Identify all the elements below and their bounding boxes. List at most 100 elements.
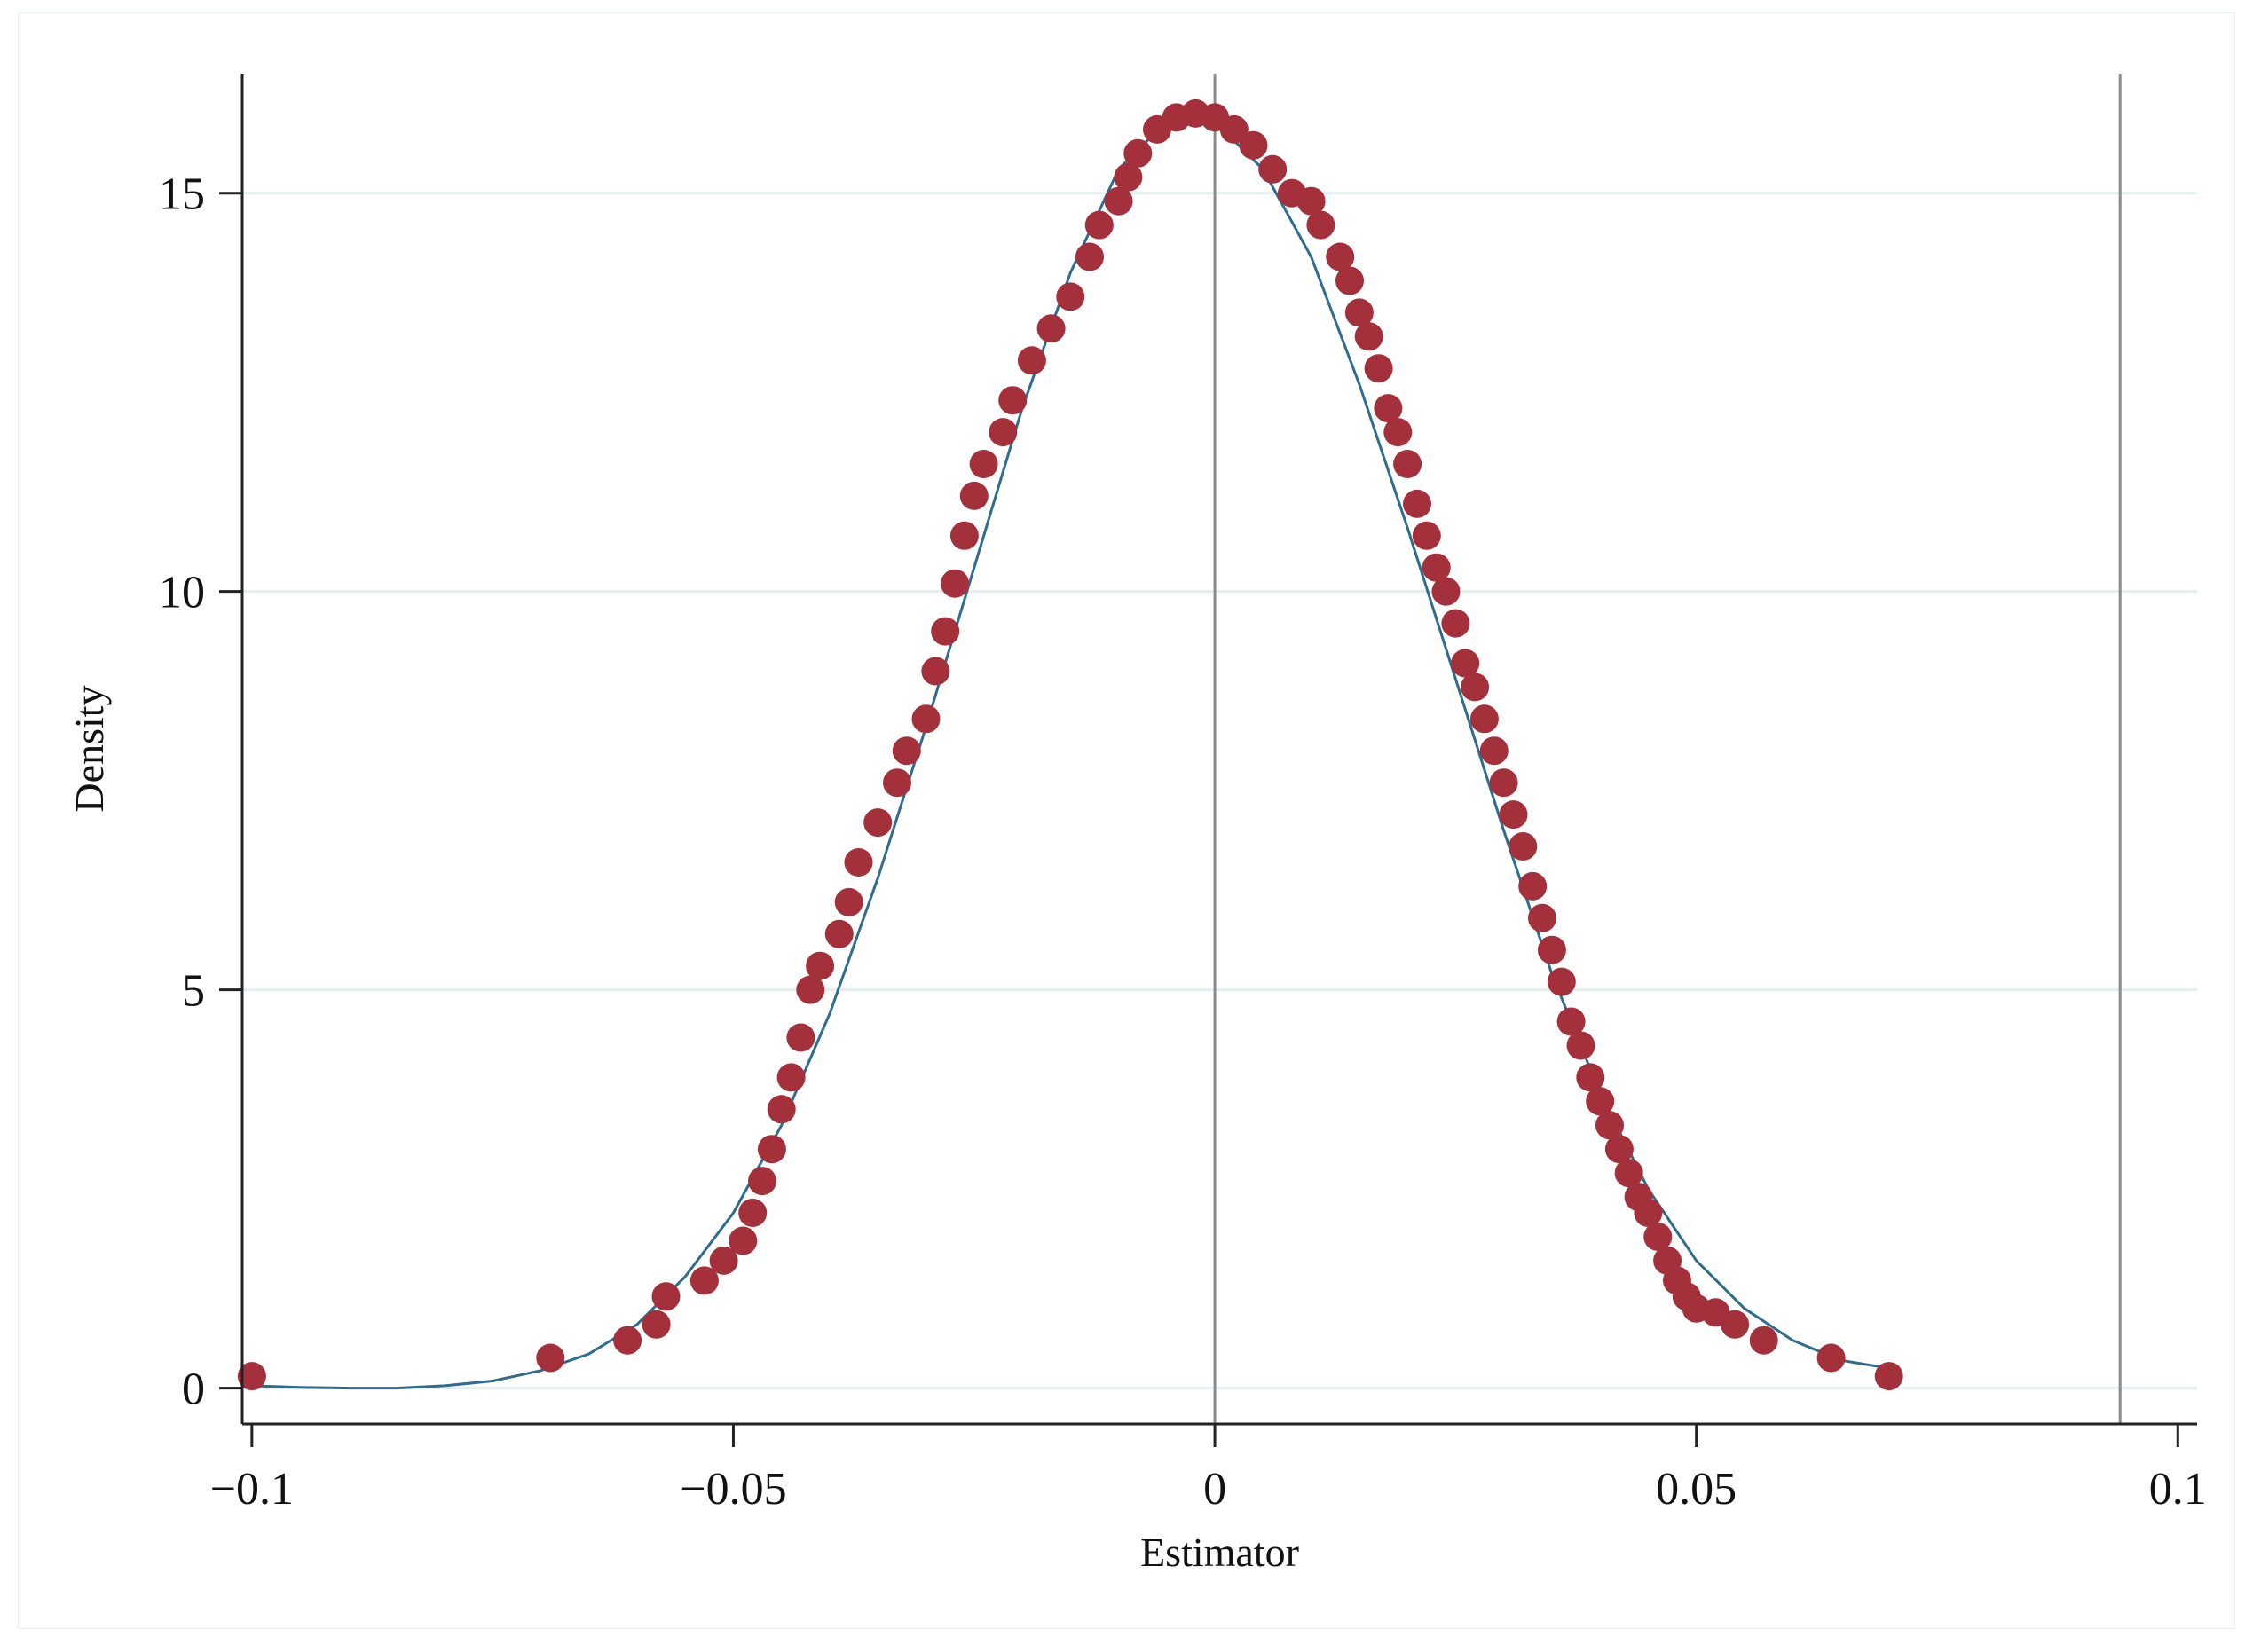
reference-lines [1213, 74, 2122, 1424]
density-point [863, 808, 893, 838]
density-point [536, 1343, 565, 1373]
x-tick-label: 0.1 [2149, 1464, 2207, 1514]
density-point [1075, 242, 1104, 271]
density-point [1354, 322, 1383, 351]
density-point [844, 848, 873, 877]
density-point [1219, 114, 1249, 144]
density-point [1036, 314, 1066, 343]
density-point [767, 1095, 796, 1124]
density-point [1643, 1223, 1673, 1251]
density-point [1604, 1135, 1634, 1164]
y-axis-title: Density [67, 685, 112, 812]
density-point [1566, 1031, 1595, 1060]
density-point [1528, 903, 1556, 932]
density-point [1547, 967, 1576, 996]
density-point [1412, 521, 1441, 550]
density-point [1874, 1362, 1903, 1391]
density-point [776, 1063, 806, 1092]
density-point [1556, 1007, 1586, 1036]
density-point [1441, 609, 1470, 638]
x-tick-label: −0.05 [680, 1464, 786, 1514]
density-point [989, 418, 1018, 447]
density-point [1634, 1199, 1663, 1227]
density-point [1431, 577, 1461, 606]
x-tick-label: 0 [1203, 1464, 1226, 1514]
density-point [931, 617, 960, 646]
density-point [1499, 800, 1528, 830]
density-point [757, 1135, 786, 1164]
density-point [237, 1362, 266, 1391]
density-point [1721, 1310, 1750, 1339]
density-point [1509, 832, 1538, 861]
density-point [709, 1246, 738, 1275]
density-point [1518, 871, 1548, 901]
density-point [613, 1326, 642, 1355]
density-point [1017, 346, 1046, 375]
density-point [998, 386, 1028, 415]
y-tick-label: 5 [182, 966, 205, 1017]
density-chart: −0.1 −0.05 0 0.05 0.1 0 5 10 15 Estimator Densi… [67, 74, 2207, 1575]
density-point [911, 704, 941, 734]
density-point [1576, 1063, 1605, 1092]
axes [240, 74, 2197, 1426]
density-point [689, 1266, 719, 1295]
density-point [834, 887, 863, 916]
density-point [796, 975, 825, 1004]
density-point [1451, 649, 1480, 678]
density-point [1469, 704, 1499, 734]
density-point [1326, 242, 1355, 271]
density-point [883, 768, 911, 798]
density-points [237, 98, 1903, 1391]
gridlines [242, 192, 2197, 1390]
density-point [1816, 1343, 1846, 1373]
density-point [1335, 266, 1364, 295]
density-point [969, 450, 998, 478]
density-point [1479, 736, 1509, 766]
density-point [1306, 210, 1335, 240]
density-point [651, 1282, 681, 1311]
y-tick-label: 10 [159, 568, 205, 618]
density-point [1114, 162, 1143, 192]
density-point [1056, 282, 1085, 311]
density-point [729, 1226, 758, 1255]
y-tick-label: 0 [182, 1365, 205, 1415]
x-tick-label: −0.1 [210, 1464, 294, 1514]
x-tick-label: 0.05 [1656, 1464, 1737, 1514]
density-point [748, 1167, 776, 1196]
density-point [1489, 768, 1518, 798]
y-tick-label: 15 [159, 169, 205, 220]
density-point [1595, 1111, 1624, 1140]
density-point [1239, 130, 1268, 160]
density-point [1104, 186, 1133, 216]
density-point [806, 951, 835, 980]
chart-frame: −0.1 −0.05 0 0.05 0.1 0 5 10 15 Estimator Densi… [18, 12, 2235, 1629]
density-point [824, 919, 854, 948]
density-point [1586, 1087, 1615, 1116]
density-point [941, 569, 970, 598]
density-point [1258, 154, 1288, 184]
density-point [1123, 138, 1153, 168]
density-point [921, 657, 950, 686]
density-point [1296, 186, 1326, 216]
density-point [1614, 1159, 1643, 1188]
density-point [738, 1199, 768, 1227]
density-point [1374, 394, 1403, 423]
density-point [1344, 298, 1374, 327]
density-point [1537, 935, 1566, 964]
density-point [1393, 450, 1422, 478]
density-point [949, 521, 979, 550]
density-point [1422, 553, 1451, 582]
density-point [1364, 354, 1393, 383]
y-ticks: 0 5 10 15 [159, 169, 242, 1415]
density-point [892, 736, 921, 766]
density-point [1461, 673, 1490, 702]
density-point [1084, 210, 1114, 240]
density-point [959, 481, 989, 510]
density-point [786, 1023, 815, 1052]
x-axis-title: Estimator [1140, 1530, 1299, 1575]
density-point [642, 1310, 671, 1339]
density-point [1749, 1326, 1778, 1355]
x-ticks: −0.1 −0.05 0 0.05 0.1 [210, 1424, 2207, 1514]
density-point [1403, 489, 1431, 518]
density-point [1383, 418, 1413, 447]
